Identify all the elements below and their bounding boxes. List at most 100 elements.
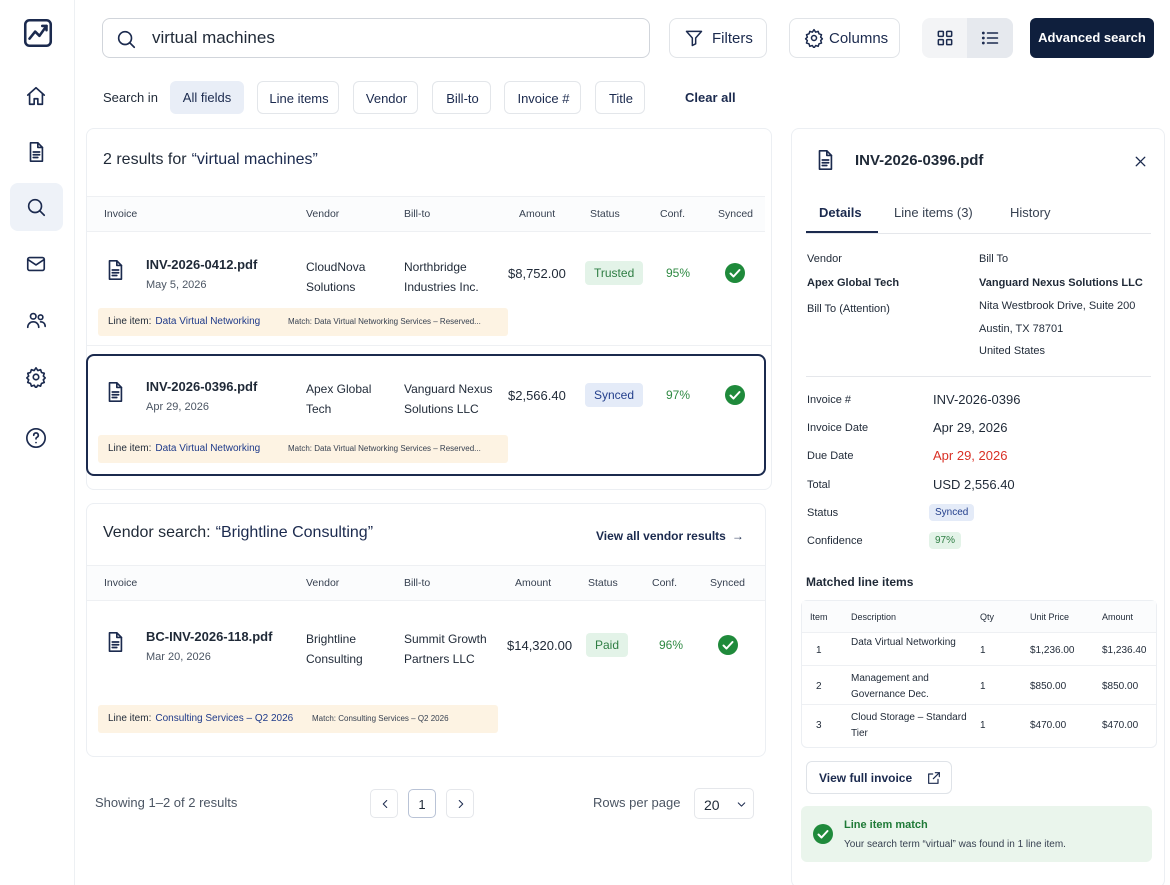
nav-users[interactable] — [25, 309, 47, 336]
icon-part — [382, 799, 388, 809]
icon-part — [32, 432, 40, 440]
field-value: 97% — [929, 532, 962, 549]
nav-help[interactable] — [25, 427, 47, 454]
bill-to: Northbridge Industries Inc. — [404, 260, 479, 294]
icon-part — [813, 824, 833, 844]
search-query: virtual machines — [152, 28, 275, 47]
filter-chip[interactable]: Bill-to — [432, 81, 491, 114]
chip-label: Invoice # — [517, 91, 570, 106]
nav-search[interactable] — [25, 196, 47, 223]
search-icon — [115, 28, 137, 55]
column-header: Invoice — [104, 208, 138, 220]
icon-part — [981, 41, 985, 45]
row-divider — [802, 704, 1156, 705]
table-cell: Cloud Storage – Standard Tier — [851, 712, 967, 739]
tab[interactable]: Line items (3) — [894, 205, 973, 220]
column-header: Status — [588, 577, 618, 589]
icon-part — [804, 28, 824, 49]
tab[interactable]: History — [1010, 205, 1051, 220]
icon-part — [725, 263, 745, 283]
column-header: Amount — [519, 208, 556, 220]
search-input[interactable]: virtual machines — [102, 18, 650, 58]
filter-chip[interactable]: Invoice # — [504, 81, 581, 114]
icon-part — [26, 312, 46, 329]
icon-part — [27, 198, 43, 214]
file-name[interactable]: BC-INV-2026-118.pdf — [146, 629, 273, 644]
field-label: Invoice Date — [807, 422, 869, 434]
table-header-row — [87, 196, 765, 232]
nav-documents[interactable] — [25, 141, 47, 168]
status-chip: Paid — [586, 633, 629, 657]
table-cell: Management and Governance Dec. — [851, 673, 929, 700]
list-view[interactable] — [980, 28, 1000, 53]
table-column: Qty — [980, 612, 995, 622]
amount: $8,752.00 — [508, 266, 566, 281]
line-item-value: Consulting Services – Q2 2026 — [155, 713, 294, 724]
filter-chip[interactable]: Title — [595, 81, 645, 114]
icon-part — [821, 159, 830, 167]
icon-part — [826, 150, 833, 157]
file-date: Mar 20, 2026 — [146, 651, 211, 663]
field-value: Synced — [929, 504, 975, 521]
table-cell: $850.00 — [1102, 681, 1139, 692]
filter-chip[interactable]: Line items — [257, 81, 339, 114]
icon-part — [945, 38, 953, 46]
view-vendor-results[interactable]: View all vendor results → — [596, 529, 744, 543]
icon-part — [945, 30, 953, 38]
columns-button[interactable]: Columns — [789, 18, 900, 58]
icon-part — [382, 799, 388, 809]
icon-part — [981, 36, 985, 40]
rows-select[interactable]: 20 — [694, 788, 754, 819]
filters-button[interactable]: Filters — [669, 18, 767, 58]
columns-button-label: Columns — [829, 30, 889, 47]
field-value: Apr 29, 2026 — [933, 420, 1008, 435]
page-1[interactable]: 1 — [408, 789, 436, 818]
grid-view[interactable] — [935, 28, 955, 53]
table-cell: 1 — [980, 681, 986, 692]
match-notice: Line item match Your search term “virtual… — [801, 806, 1152, 862]
next-page[interactable] — [446, 789, 474, 818]
line-items-table — [801, 600, 1157, 748]
icon-part — [810, 34, 818, 42]
filter-chip[interactable]: All fields — [170, 81, 244, 114]
icon-part — [32, 373, 40, 381]
table-cell: $470.00 — [1102, 720, 1139, 731]
nav-active-bg — [10, 183, 63, 231]
nav-inbox[interactable] — [25, 253, 47, 280]
selected-row[interactable] — [86, 354, 766, 476]
icon-part — [718, 635, 738, 655]
nav-home[interactable] — [25, 85, 47, 112]
line-item-strip: Line item: Consulting Services – Q2 2026 M… — [98, 705, 498, 733]
view-full-invoice[interactable]: View full invoice — [806, 761, 952, 794]
tab[interactable]: Details — [819, 205, 862, 220]
clear-all[interactable]: Clear all — [685, 90, 736, 105]
file-name[interactable]: INV-2026-0412.pdf — [146, 257, 258, 272]
icon-part — [38, 209, 46, 217]
tab-divider — [806, 233, 1151, 234]
icon-part — [685, 30, 703, 47]
chip-label: Vendor — [365, 91, 408, 106]
bill-to: Vanguard Nexus Solutions LLC — [404, 382, 493, 416]
icon-part — [817, 830, 829, 839]
nav-settings[interactable] — [25, 366, 47, 393]
amount: $2,566.40 — [508, 388, 566, 403]
icon-part — [928, 772, 940, 784]
icon-part — [111, 269, 120, 277]
filter-chip[interactable]: Vendor — [353, 81, 418, 114]
icon-part — [26, 256, 46, 272]
table-header-row — [87, 565, 765, 601]
prev-page[interactable] — [370, 789, 398, 818]
icon-part — [39, 321, 46, 328]
chip-label: Bill-to — [446, 91, 479, 106]
icon-part — [26, 428, 46, 448]
column-header: Invoice — [104, 577, 138, 589]
close-detail[interactable] — [1132, 153, 1149, 175]
file-icon — [104, 631, 126, 658]
logo[interactable] — [21, 16, 55, 55]
file-name[interactable]: INV-2026-0396.pdf — [146, 379, 258, 394]
advanced-search-button[interactable]: Advanced search — [1030, 18, 1154, 58]
table-cell: 1 — [980, 720, 986, 731]
icon-part — [108, 632, 123, 652]
icon-part — [725, 263, 745, 283]
icon-part — [29, 142, 44, 162]
